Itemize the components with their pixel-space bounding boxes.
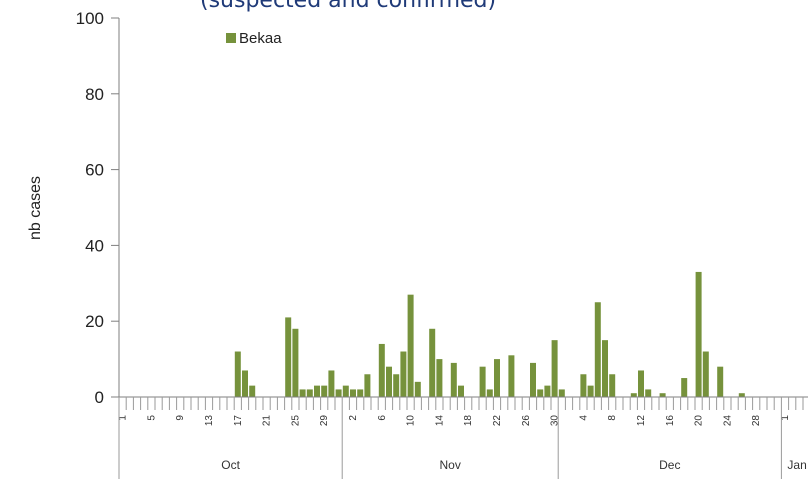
bar	[530, 362, 536, 397]
bar	[717, 366, 724, 397]
y-axis-label: nb cases	[27, 176, 44, 240]
bar	[386, 366, 392, 397]
bar	[242, 370, 248, 397]
bar	[695, 271, 702, 397]
bar	[342, 385, 349, 397]
x-tick-label: 26	[521, 415, 532, 427]
bar	[602, 340, 608, 397]
month-label: Dec	[659, 458, 680, 472]
bar	[551, 340, 558, 397]
x-tick-label: 1	[118, 415, 129, 421]
bar	[638, 370, 644, 397]
x-tick-label: 20	[694, 415, 705, 427]
bar	[249, 385, 256, 397]
x-tick-label: 16	[665, 415, 676, 427]
bar	[508, 355, 515, 397]
x-tick-label: 18	[463, 415, 474, 427]
bar	[450, 362, 457, 397]
x-tick-label: 24	[722, 415, 733, 427]
bar	[458, 385, 464, 397]
bar	[429, 328, 436, 397]
x-tick-label: 21	[262, 415, 273, 427]
month-label: Oct	[221, 458, 240, 472]
y-tick-label: 60	[85, 161, 104, 180]
x-tick-label: 5	[146, 415, 157, 421]
x-tick-label: 30	[550, 415, 561, 427]
x-tick-label: 4	[578, 415, 589, 421]
bar	[414, 381, 421, 397]
x-tick-label: 28	[751, 415, 762, 427]
x-tick-label: 29	[319, 415, 330, 427]
bar	[285, 317, 292, 397]
y-tick-label: 100	[76, 9, 104, 28]
legend-swatch	[226, 33, 236, 43]
bar	[299, 389, 306, 397]
bar	[292, 328, 299, 397]
x-tick-label: 8	[607, 415, 618, 421]
bar	[587, 385, 594, 397]
chart-title: (suspected and confirmed)	[200, 0, 497, 13]
bar	[378, 343, 385, 397]
bar	[702, 351, 709, 397]
bar	[645, 389, 652, 397]
bar	[630, 393, 637, 397]
bar	[738, 393, 745, 397]
legend-label: Bekaa	[239, 30, 282, 47]
bar	[328, 370, 335, 397]
bar	[350, 389, 356, 397]
x-tick-label: 1	[780, 415, 791, 421]
bar	[494, 359, 500, 397]
x-tick-label: 13	[204, 415, 215, 427]
bar	[393, 374, 400, 397]
x-tick-label: 2	[348, 415, 359, 421]
bar	[407, 294, 414, 397]
month-label: Jan	[787, 458, 806, 472]
bar	[321, 385, 328, 397]
bar	[479, 366, 486, 397]
bar	[364, 374, 371, 397]
y-tick-label: 0	[95, 388, 104, 407]
bar	[314, 385, 320, 397]
bar	[659, 393, 666, 397]
bar	[335, 389, 342, 397]
bar	[609, 374, 616, 397]
bar	[357, 389, 364, 397]
bar	[234, 351, 241, 397]
y-tick-label: 80	[85, 85, 104, 104]
x-tick-label: 12	[636, 415, 647, 427]
x-tick-label: 10	[406, 415, 417, 427]
month-label: Nov	[440, 458, 461, 472]
bar	[594, 302, 601, 397]
x-tick-label: 9	[175, 415, 186, 421]
bar	[681, 378, 688, 397]
bar	[580, 374, 587, 397]
bar	[486, 389, 493, 397]
x-tick-label: 25	[290, 415, 301, 427]
y-tick-label: 40	[85, 236, 104, 255]
x-tick-label: 6	[377, 415, 388, 421]
bar	[544, 385, 551, 397]
bar	[306, 389, 313, 397]
x-tick-label: 22	[492, 415, 503, 427]
x-tick-label: 14	[434, 415, 445, 427]
y-tick-label: 20	[85, 312, 104, 331]
bar	[558, 389, 565, 397]
x-tick-label: 17	[233, 415, 244, 427]
bar	[400, 351, 407, 397]
bar	[436, 359, 443, 397]
bar	[537, 389, 544, 397]
